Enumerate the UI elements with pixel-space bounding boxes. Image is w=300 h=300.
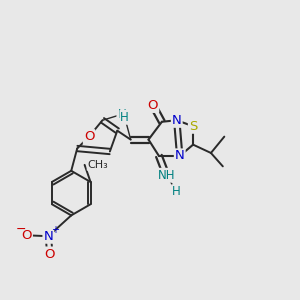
Text: O: O <box>45 248 55 260</box>
Text: CH₃: CH₃ <box>88 160 108 170</box>
Text: H: H <box>120 111 129 124</box>
Text: +: + <box>51 225 59 235</box>
Text: NH: NH <box>158 169 175 182</box>
Text: H: H <box>117 108 126 121</box>
Text: S: S <box>189 120 197 133</box>
Text: −: − <box>16 223 26 236</box>
Text: H: H <box>172 185 181 198</box>
Text: N: N <box>44 230 53 243</box>
Text: O: O <box>84 130 94 143</box>
Text: O: O <box>21 229 32 242</box>
Text: N: N <box>175 149 184 162</box>
Text: O: O <box>148 99 158 112</box>
Text: N: N <box>172 114 182 127</box>
